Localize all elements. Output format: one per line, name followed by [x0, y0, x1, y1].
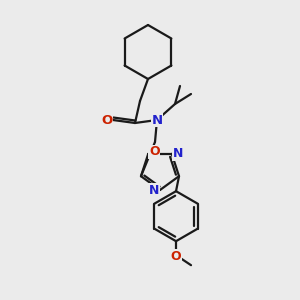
Text: O: O	[149, 145, 160, 158]
Text: N: N	[149, 184, 159, 196]
Text: O: O	[171, 250, 181, 263]
Text: O: O	[101, 113, 112, 127]
Text: N: N	[172, 147, 183, 160]
Text: N: N	[152, 113, 163, 127]
